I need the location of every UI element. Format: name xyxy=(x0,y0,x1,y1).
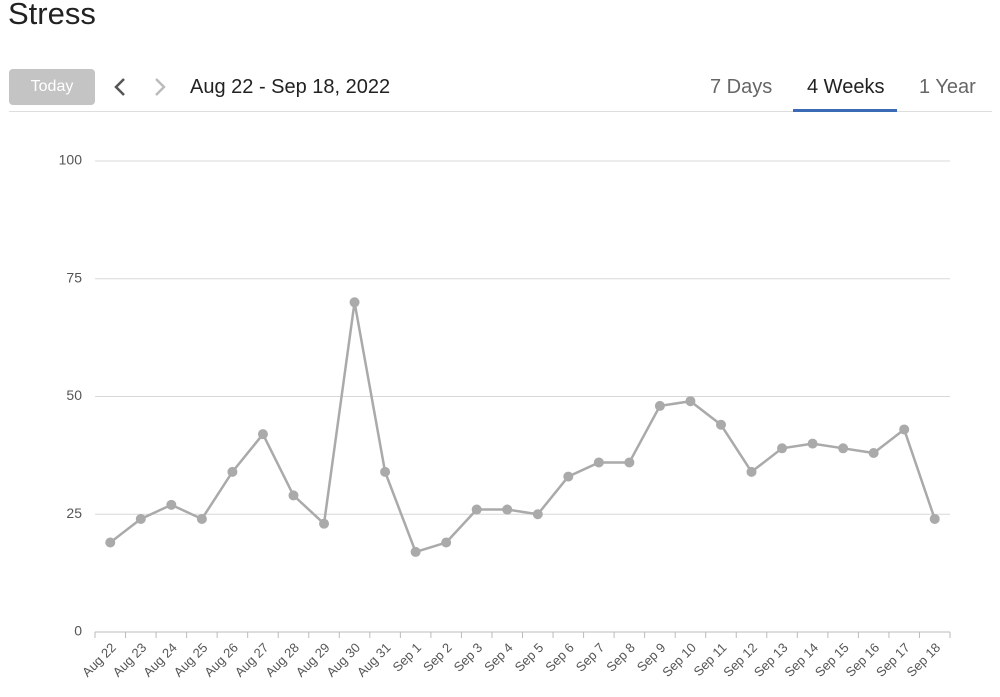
date-range: Aug 22 - Sep 18, 2022 xyxy=(190,76,391,98)
prev-button[interactable] xyxy=(110,76,130,98)
data-point xyxy=(471,504,482,515)
data-point xyxy=(624,457,635,468)
x-tick-label: Aug 25 xyxy=(171,640,211,680)
today-button[interactable]: Today xyxy=(9,69,95,105)
x-tick-label: Sep 15 xyxy=(812,640,852,680)
data-point xyxy=(532,509,543,520)
x-tick-label: Sep 10 xyxy=(659,640,699,680)
data-point xyxy=(105,537,116,548)
data-point xyxy=(838,443,849,454)
data-point xyxy=(685,396,696,407)
x-tick-label: Sep 1 xyxy=(390,640,425,675)
page-title: Stress xyxy=(8,0,96,31)
y-tick-label: 100 xyxy=(59,152,83,168)
y-tick-label: 75 xyxy=(66,269,82,285)
x-tick-label: Sep 6 xyxy=(542,640,577,675)
x-tick-label: Sep 3 xyxy=(451,640,486,675)
x-tick-label: Sep 7 xyxy=(573,640,608,675)
data-point xyxy=(319,518,330,529)
x-tick-label: Sep 14 xyxy=(781,640,821,680)
y-tick-label: 50 xyxy=(66,387,82,403)
data-point xyxy=(929,513,940,524)
data-point xyxy=(441,537,452,548)
data-point xyxy=(410,546,421,557)
data-point xyxy=(715,419,726,430)
data-point xyxy=(899,424,910,435)
data-point xyxy=(288,490,299,501)
data-point xyxy=(593,457,604,468)
y-tick-label: 0 xyxy=(74,623,82,639)
tab[interactable]: 4 Weeks xyxy=(807,76,885,98)
active-tab-indicator xyxy=(793,109,897,112)
data-point xyxy=(135,513,146,524)
data-point xyxy=(654,400,665,411)
x-tick-label: Aug 24 xyxy=(140,640,180,680)
x-tick-label: Sep 5 xyxy=(512,640,547,675)
data-point xyxy=(807,438,818,449)
data-point xyxy=(777,443,788,454)
divider xyxy=(9,111,992,112)
next-button[interactable] xyxy=(150,76,170,98)
data-point xyxy=(502,504,513,515)
data-point xyxy=(380,466,391,477)
data-point xyxy=(257,429,268,440)
x-tick-label: Aug 31 xyxy=(354,640,394,680)
tab[interactable]: 1 Year xyxy=(919,76,976,98)
data-point xyxy=(196,513,207,524)
tab[interactable]: 7 Days xyxy=(710,76,773,98)
data-point xyxy=(349,297,360,308)
series-line xyxy=(109,302,936,554)
data-point xyxy=(227,466,238,477)
x-tick-label: Sep 2 xyxy=(420,640,455,675)
y-tick-label: 25 xyxy=(66,505,82,521)
x-tick-label: Aug 28 xyxy=(262,640,302,680)
data-point xyxy=(746,466,757,477)
data-point xyxy=(868,448,879,459)
x-tick-label: Sep 8 xyxy=(603,640,638,675)
data-point xyxy=(166,499,177,510)
data-point xyxy=(563,471,574,482)
x-tick-label: Sep 4 xyxy=(481,640,516,675)
x-tick-label: Sep 18 xyxy=(904,640,944,680)
